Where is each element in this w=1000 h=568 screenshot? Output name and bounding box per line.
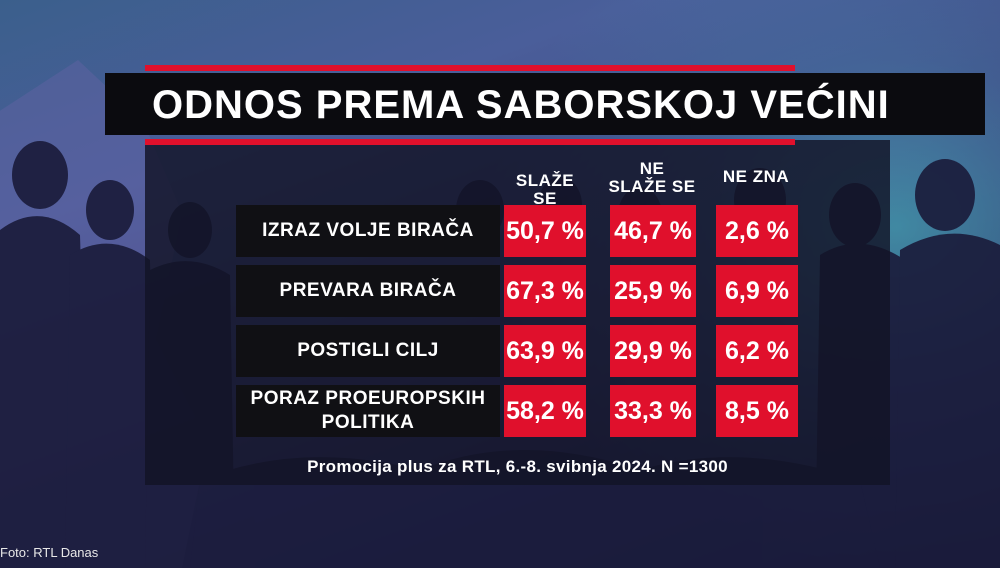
- row-label-3-text: POSTIGLI CILJ: [297, 340, 439, 361]
- column-header-agree: SLAŽE SE: [502, 172, 588, 208]
- cell-4-agree: 58,2 %: [504, 385, 586, 437]
- cell-1-agree: 50,7 %: [504, 205, 586, 257]
- row-label-4: PORAZ PROEUROPSKIH POLITIKA: [236, 385, 500, 437]
- cell-2-agree: 67,3 %: [504, 265, 586, 317]
- page-title: ODNOS PREMA SABORSKOJ VEĆINI: [152, 83, 890, 127]
- cell-4-disagree: 33,3 %: [610, 385, 696, 437]
- row-label-2: PREVARA BIRAČA: [236, 265, 500, 317]
- row-label-2-text: PREVARA BIRAČA: [279, 280, 457, 301]
- row-label-4-line1: PORAZ PROEUROPSKIH: [250, 388, 486, 409]
- cell-3-agree: 63,9 %: [504, 325, 586, 377]
- photo-credit: Foto: RTL Danas: [0, 545, 99, 560]
- cell-3-disagree: 29,9 %: [610, 325, 696, 377]
- cell-2-disagree: 25,9 %: [610, 265, 696, 317]
- cell-1-dont-know: 2,6 %: [716, 205, 798, 257]
- title-box: [105, 73, 985, 135]
- title-red-line-bottom: [145, 139, 795, 145]
- cell-1-disagree: 46,7 %: [610, 205, 696, 257]
- row-label-3: POSTIGLI CILJ: [236, 325, 500, 377]
- row-label-1: IZRAZ VOLJE BIRAČA: [236, 205, 500, 257]
- cell-2-dont-know: 6,9 %: [716, 265, 798, 317]
- column-header-dont-know-line1: NE ZNA: [722, 167, 790, 186]
- column-header-disagree-line2: SLAŽE SE: [608, 177, 696, 196]
- cell-3-dont-know: 6,2 %: [716, 325, 798, 377]
- row-label-4-text: PORAZ PROEUROPSKIH POLITIKA: [251, 387, 486, 435]
- column-header-agree-line1: SLAŽE SE: [515, 171, 575, 208]
- cell-4-dont-know: 8,5 %: [716, 385, 798, 437]
- source-footnote: Promocija plus za RTL, 6.-8. svibnja 202…: [307, 457, 728, 476]
- column-header-dont-know: NE ZNA: [714, 168, 798, 186]
- column-header-disagree: NE SLAŽE SE: [604, 160, 700, 196]
- title-banner: [105, 65, 985, 145]
- column-header-disagree-line1: NE: [639, 159, 665, 178]
- row-label-4-line2: POLITIKA: [321, 412, 415, 433]
- title-red-line-top: [145, 65, 795, 71]
- row-label-1-text: IZRAZ VOLJE BIRAČA: [262, 220, 474, 241]
